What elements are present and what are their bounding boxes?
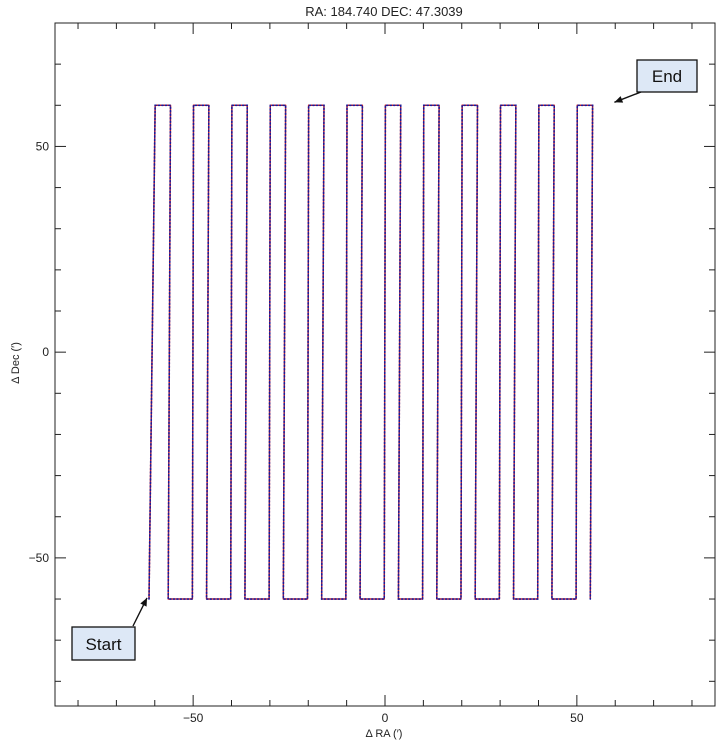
y-axis-label: Δ Dec (′) (10, 342, 22, 384)
end-callout-box (636, 59, 698, 93)
x-tick-label: −50 (183, 711, 204, 725)
start-callout-label: Start (86, 635, 122, 654)
end-callout: End (614, 59, 698, 103)
end-arrowhead (614, 96, 624, 103)
chart-title: RA: 184.740 DEC: 47.3039 (305, 4, 463, 19)
x-axis-label: Δ RA (′) (366, 728, 403, 740)
scan-path-commanded (148, 104, 594, 600)
y-tick-label: 50 (36, 139, 50, 153)
axis-ticks: −50 0 50 −50 0 50 (29, 23, 715, 725)
data-layer (148, 104, 594, 600)
start-arrowhead (140, 597, 148, 607)
x-tick-label: 50 (570, 711, 584, 725)
y-tick-label: −50 (29, 551, 50, 565)
start-callout: Start (71, 597, 148, 661)
x-tick-label: 0 (382, 711, 389, 725)
start-callout-box (71, 626, 136, 661)
y-tick-label: 0 (42, 345, 49, 359)
end-callout-label: End (652, 67, 682, 86)
